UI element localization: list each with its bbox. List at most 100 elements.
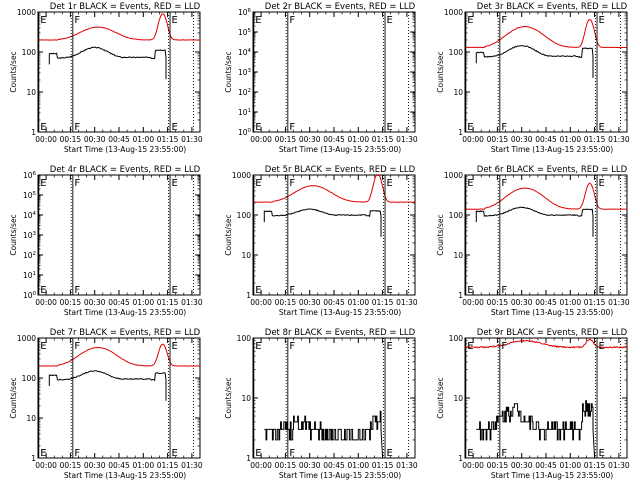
y-axis-label: Counts/sec — [9, 377, 18, 418]
x-tick-label: 00:30 — [511, 461, 533, 470]
y-tick-label: 1 — [31, 128, 36, 137]
event-marker-bottom: E — [599, 448, 605, 459]
x-tick-label: 01:15 — [157, 135, 179, 144]
event-marker-bottom: E — [255, 448, 261, 459]
plot-frame — [252, 11, 416, 133]
panel-title: Det 2r BLACK = Events, RED = LLD — [265, 2, 416, 12]
x-tick-label: 00:15 — [275, 135, 297, 144]
panel-det-8: Det 8r BLACK = Events, RED = LLD 1 10 100 Co… — [224, 328, 418, 480]
event-marker-top: E — [387, 15, 393, 26]
x-tick-label: 00:15 — [487, 298, 509, 307]
series-lld-line — [37, 13, 201, 41]
event-marker-top: E — [255, 178, 261, 189]
y-axis-label: Counts/sec — [436, 214, 445, 255]
event-marker-bottom: E — [467, 122, 473, 133]
x-tick-label: 00:00 — [35, 461, 57, 470]
event-marker-bottom: F — [501, 448, 507, 459]
y-tick-label: 1 — [458, 454, 463, 463]
y-tick-label: 100 — [22, 48, 37, 57]
series-events-line — [263, 208, 382, 237]
x-tick-label: 00:45 — [323, 135, 345, 144]
event-marker-bottom: F — [289, 285, 295, 296]
event-marker-top: E — [172, 341, 178, 352]
y-tick-label: 102 — [238, 88, 251, 97]
event-marker-bottom: F — [74, 285, 80, 296]
x-tick-label: 01:00 — [132, 135, 154, 144]
x-tick-label: 01:30 — [608, 461, 630, 470]
event-marker-top: F — [74, 341, 80, 352]
event-marker-top: F — [501, 341, 507, 352]
event-marker-top: F — [501, 15, 507, 26]
event-marker-bottom: E — [387, 448, 393, 459]
panel-title: Det 4r BLACK = Events, RED = LLD — [50, 165, 201, 175]
x-tick-label: 00:00 — [35, 298, 57, 307]
x-axis-label: Start Time (13-Aug-15 23:55:00) — [279, 471, 401, 480]
event-marker-top: F — [74, 15, 80, 26]
event-marker-top: E — [255, 341, 261, 352]
panel-title: Det 8r BLACK = Events, RED = LLD — [265, 328, 416, 338]
event-marker-top: E — [255, 15, 261, 26]
series-events-line — [48, 370, 167, 401]
x-tick-label: 01:15 — [372, 135, 394, 144]
x-tick-label: 01:30 — [181, 135, 203, 144]
x-tick-label: 01:30 — [396, 135, 418, 144]
y-tick-label: 10 — [26, 88, 36, 97]
x-tick-label: 00:30 — [84, 298, 106, 307]
plot-frame — [37, 174, 201, 296]
x-tick-label: 00:30 — [511, 135, 533, 144]
event-marker-top: E — [467, 15, 473, 26]
x-tick-label: 00:30 — [511, 298, 533, 307]
x-tick-label: 00:00 — [35, 135, 57, 144]
event-marker-top: E — [467, 178, 473, 189]
event-marker-top: E — [172, 15, 178, 26]
y-tick-label: 106 — [23, 171, 37, 180]
x-tick-label: 00:00 — [250, 298, 272, 307]
event-marker-top: F — [74, 178, 80, 189]
series-lld-line — [252, 174, 416, 203]
x-tick-label: 01:00 — [559, 298, 581, 307]
y-tick-label: 100 — [22, 374, 37, 383]
event-marker-bottom: F — [501, 122, 507, 133]
y-tick-label: 1 — [246, 454, 251, 463]
x-tick-label: 01:00 — [132, 461, 154, 470]
event-marker-bottom: E — [40, 448, 46, 459]
x-axis-label: Start Time (13-Aug-15 23:55:00) — [64, 308, 186, 317]
y-tick-label: 1000 — [17, 334, 36, 343]
series-lld-line — [464, 182, 628, 210]
x-tick-label: 00:45 — [535, 135, 557, 144]
event-marker-top: E — [599, 341, 605, 352]
plot-frame — [37, 337, 201, 459]
x-tick-label: 01:00 — [347, 461, 369, 470]
event-marker-top: F — [289, 15, 295, 26]
series-events-line — [475, 206, 594, 237]
panel-title: Det 9r BLACK = Events, RED = LLD — [477, 328, 628, 338]
panel-det-4: Det 4r BLACK = Events, RED = LLD 100 101 10… — [9, 165, 203, 317]
event-marker-top: F — [289, 178, 295, 189]
y-tick-label: 1 — [458, 291, 463, 300]
x-tick-label: 00:15 — [275, 461, 297, 470]
panel-det-9: Det 9r BLACK = Events, RED = LLD 1 10 100 Co… — [436, 328, 630, 480]
x-tick-label: 00:30 — [299, 135, 321, 144]
x-tick-label: 00:45 — [108, 298, 130, 307]
x-tick-label: 01:30 — [608, 135, 630, 144]
panel-title: Det 1r BLACK = Events, RED = LLD — [50, 2, 201, 12]
y-tick-label: 10 — [453, 88, 463, 97]
event-marker-top: E — [599, 15, 605, 26]
plot-frame — [464, 174, 628, 296]
event-marker-top: E — [40, 15, 46, 26]
x-tick-label: 00:45 — [535, 461, 557, 470]
event-marker-bottom: E — [467, 285, 473, 296]
event-marker-bottom: E — [387, 285, 393, 296]
x-tick-label: 00:45 — [108, 461, 130, 470]
y-tick-label: 101 — [23, 271, 36, 280]
x-tick-label: 00:15 — [275, 298, 297, 307]
panel-det-3: Det 3r BLACK = Events, RED = LLD 1 10 100 10… — [436, 2, 630, 154]
x-tick-label: 01:15 — [157, 298, 179, 307]
x-tick-label: 01:15 — [584, 135, 606, 144]
panel-title: Det 5r BLACK = Events, RED = LLD — [265, 165, 416, 175]
x-tick-label: 01:00 — [347, 135, 369, 144]
x-tick-label: 00:30 — [84, 135, 106, 144]
x-tick-label: 00:15 — [487, 135, 509, 144]
